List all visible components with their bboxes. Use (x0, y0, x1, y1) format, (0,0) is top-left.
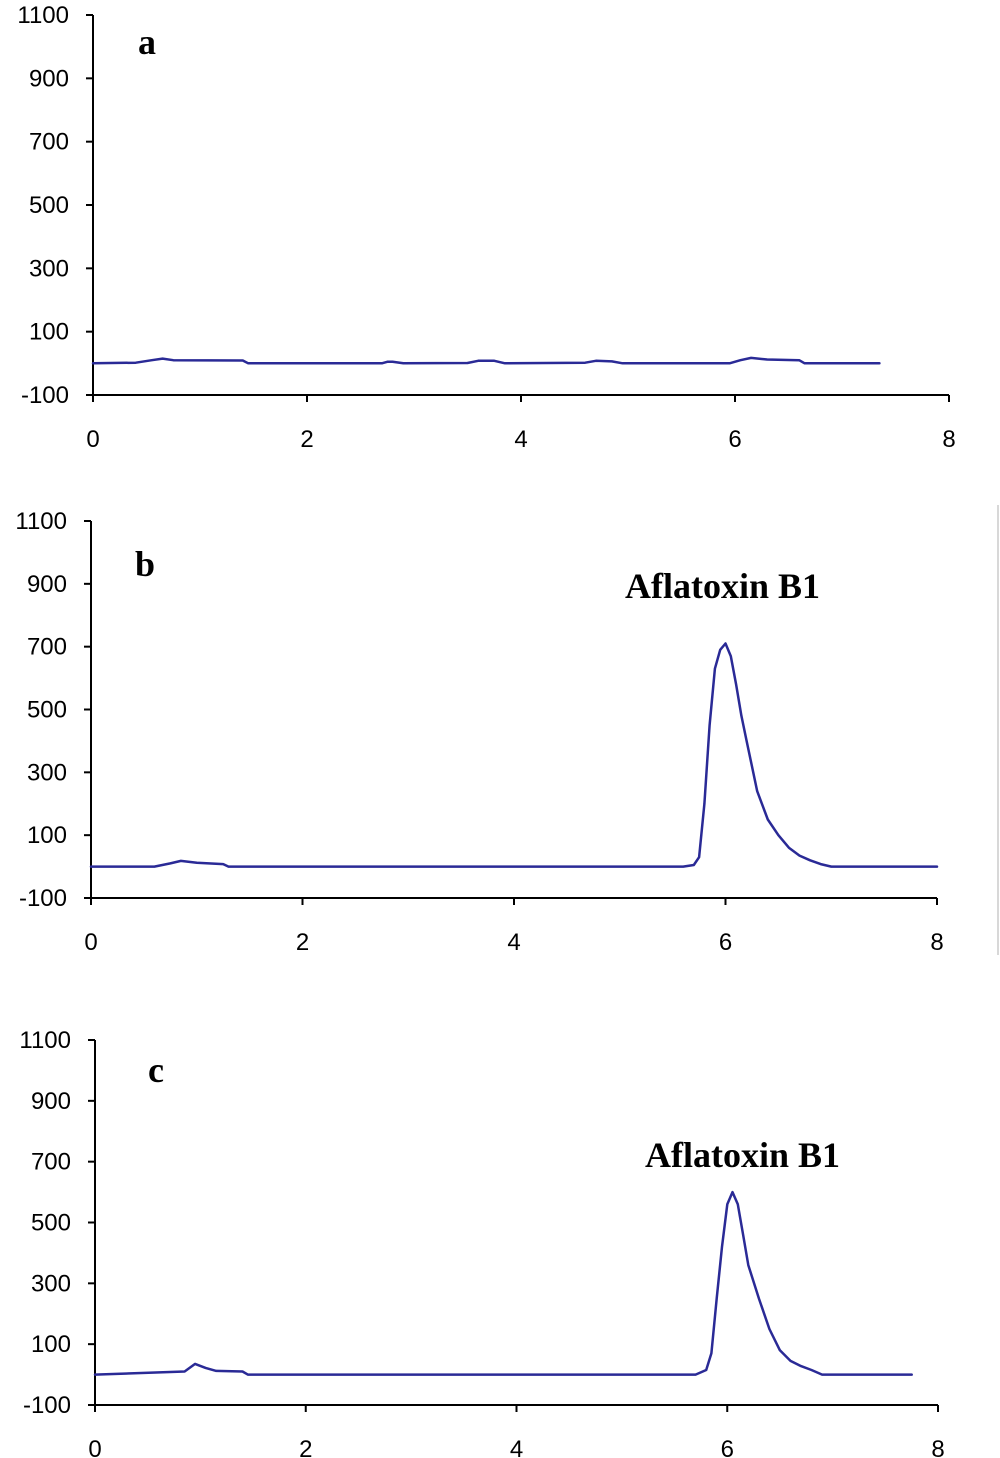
y-tick-label: -100 (23, 1392, 71, 1419)
y-tick-label: 500 (31, 1210, 71, 1237)
x-tick-label: 2 (299, 1436, 312, 1458)
chart-panel-a: 1100 900 700 500 300 100 -100 0 2 4 6 8 a (17, 2, 955, 453)
y-tick-label: 700 (27, 634, 67, 661)
y-tick-label: 900 (31, 1088, 71, 1115)
peak-annotation: Aflatoxin B1 (625, 566, 820, 606)
x-tick-label: 0 (88, 1436, 101, 1458)
y-tick-label: 700 (29, 129, 69, 156)
x-tick-label: 4 (510, 1436, 523, 1458)
y-tick-label: -100 (21, 382, 69, 409)
panel-label: a (138, 22, 156, 62)
x-tick-label: 0 (84, 929, 97, 956)
y-tick-label: 300 (31, 1270, 71, 1297)
y-tick-label: 100 (31, 1331, 71, 1358)
chromatogram-trace (89, 642, 939, 868)
x-tick-label: 8 (930, 929, 943, 956)
y-tick-label: 1100 (19, 1027, 71, 1054)
y-tick-label: 1100 (15, 508, 67, 535)
x-tick-label: 4 (507, 929, 520, 956)
x-tick-label: 8 (942, 426, 955, 453)
y-tick-label: 1100 (17, 2, 69, 29)
y-tick-label: 500 (27, 697, 67, 724)
panel-label: c (148, 1050, 164, 1090)
x-tick-label: 2 (300, 426, 313, 453)
x-tick-label: 0 (86, 426, 99, 453)
y-tick-label: -100 (19, 885, 67, 912)
y-tick-label: 300 (29, 255, 69, 282)
x-tick-label: 2 (296, 929, 309, 956)
y-tick-label: 700 (31, 1149, 71, 1176)
chromatogram-trace (93, 1190, 913, 1376)
y-tick-label: 500 (29, 192, 69, 219)
chromatogram-trace (91, 356, 881, 365)
x-tick-label: 8 (931, 1436, 944, 1458)
x-tick-label: 6 (728, 426, 741, 453)
panel-label: b (135, 544, 155, 584)
chart-panel-b: 1100 900 700 500 300 100 -100 0 2 4 6 8 b Aflatoxin B… (15, 508, 943, 956)
y-tick-label: 900 (27, 571, 67, 598)
chart-panel-c: 1100 900 700 500 300 100 -100 0 2 4 6 8 c Aflatoxin B… (19, 1027, 944, 1458)
y-tick-label: 900 (29, 65, 69, 92)
y-tick-label: 300 (27, 759, 67, 786)
peak-annotation: Aflatoxin B1 (645, 1135, 840, 1175)
x-tick-label: 4 (514, 426, 527, 453)
x-tick-label: 6 (719, 929, 732, 956)
y-tick-label: 100 (29, 319, 69, 346)
y-tick-label: 100 (27, 822, 67, 849)
x-tick-label: 6 (721, 1436, 734, 1458)
